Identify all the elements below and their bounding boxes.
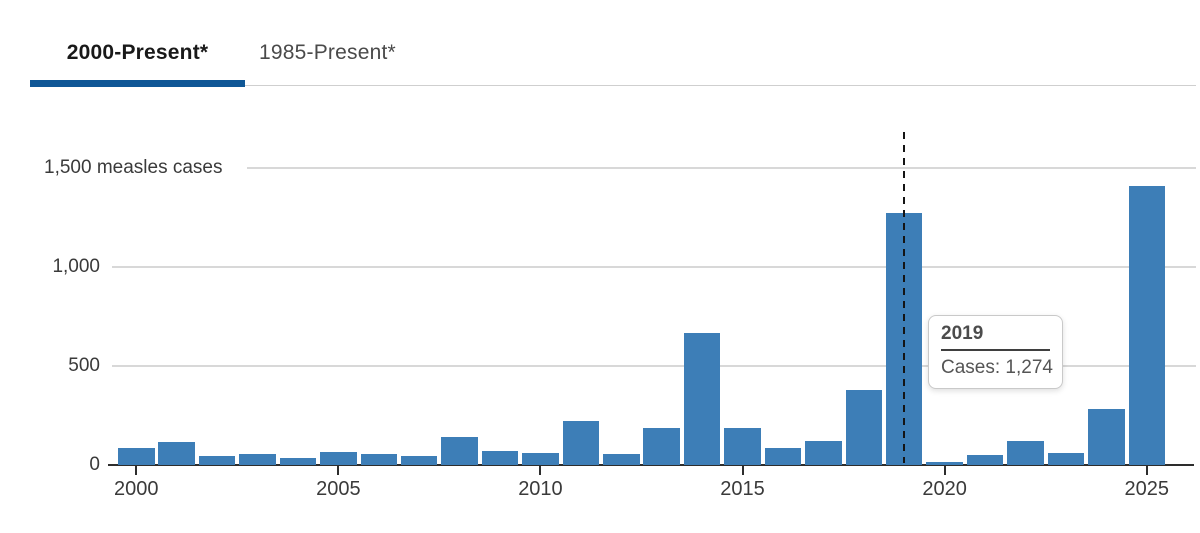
bar-2008[interactable]: [441, 437, 478, 465]
bar-2021[interactable]: [966, 455, 1004, 465]
bar-2006[interactable]: [360, 454, 398, 465]
x-label-2005: 2005: [316, 478, 361, 500]
tooltip: 2019 Cases: 1,274: [928, 315, 1063, 389]
active-tab-underline: [30, 80, 245, 87]
tab-2000-present-label: 2000-Present*: [66, 41, 209, 64]
x-tick-2005: [337, 466, 340, 475]
x-label-2025: 2025: [1124, 478, 1170, 500]
bar-2011[interactable]: [562, 421, 600, 465]
bar-2004[interactable]: [279, 457, 317, 465]
x-tick-2015: [741, 466, 744, 475]
bar-2020[interactable]: [926, 462, 963, 465]
tab-bar-rule: [30, 85, 1196, 86]
tooltip-cases: Cases: 1,274: [941, 357, 1053, 378]
bar-2007[interactable]: [400, 456, 438, 465]
tab-2000-present[interactable]: 2000-Present*: [30, 30, 245, 87]
bar-2000[interactable]: [118, 447, 155, 465]
bar-2018[interactable]: [845, 389, 883, 465]
x-label-2020: 2020: [922, 478, 967, 500]
x-tick-2000: [135, 466, 138, 475]
bar-2010[interactable]: [522, 452, 559, 465]
x-tick-2025: [1145, 466, 1148, 475]
x-label-2000: 2000: [114, 478, 159, 500]
bar-2003[interactable]: [239, 453, 276, 465]
bar-2024[interactable]: [1088, 408, 1125, 465]
bar-2014[interactable]: [683, 332, 721, 465]
bar-2002[interactable]: [198, 456, 236, 465]
bar-2023[interactable]: [1047, 453, 1085, 465]
tab-1985-present-label: 1985-Present*: [259, 41, 396, 64]
y-label-0: 0: [89, 454, 100, 475]
bar-2022[interactable]: [1007, 441, 1044, 465]
bar-2017[interactable]: [805, 441, 842, 465]
bar-2012[interactable]: [603, 454, 640, 465]
bar-2013[interactable]: [643, 427, 680, 465]
bar-2025[interactable]: [1128, 186, 1165, 465]
bar-2009[interactable]: [481, 450, 519, 465]
bar-2005[interactable]: [320, 451, 357, 465]
bar-2001[interactable]: [158, 442, 195, 465]
gridline-1000: [112, 266, 1196, 268]
gridline-500: [112, 365, 1196, 367]
y-axis-top-label: 1,500 measles cases: [44, 157, 223, 178]
tab-bar: 2000-Present* 1985-Present*: [0, 30, 1200, 87]
y-label-500: 500: [68, 355, 100, 376]
x-tick-2020: [943, 466, 946, 475]
x-tick-2010: [539, 466, 542, 475]
tooltip-year: 2019: [941, 323, 1050, 351]
gridline-1500: [247, 167, 1196, 169]
y-label-1000: 1,000: [52, 256, 100, 277]
highlight-dashed-line: [903, 132, 906, 463]
x-label-2010: 2010: [518, 478, 563, 500]
tab-1985-present[interactable]: 1985-Present*: [245, 30, 410, 86]
x-label-2015: 2015: [720, 478, 765, 500]
x-axis-line: [108, 464, 1194, 466]
bar-2015[interactable]: [724, 427, 761, 465]
bar-2016[interactable]: [764, 447, 802, 465]
